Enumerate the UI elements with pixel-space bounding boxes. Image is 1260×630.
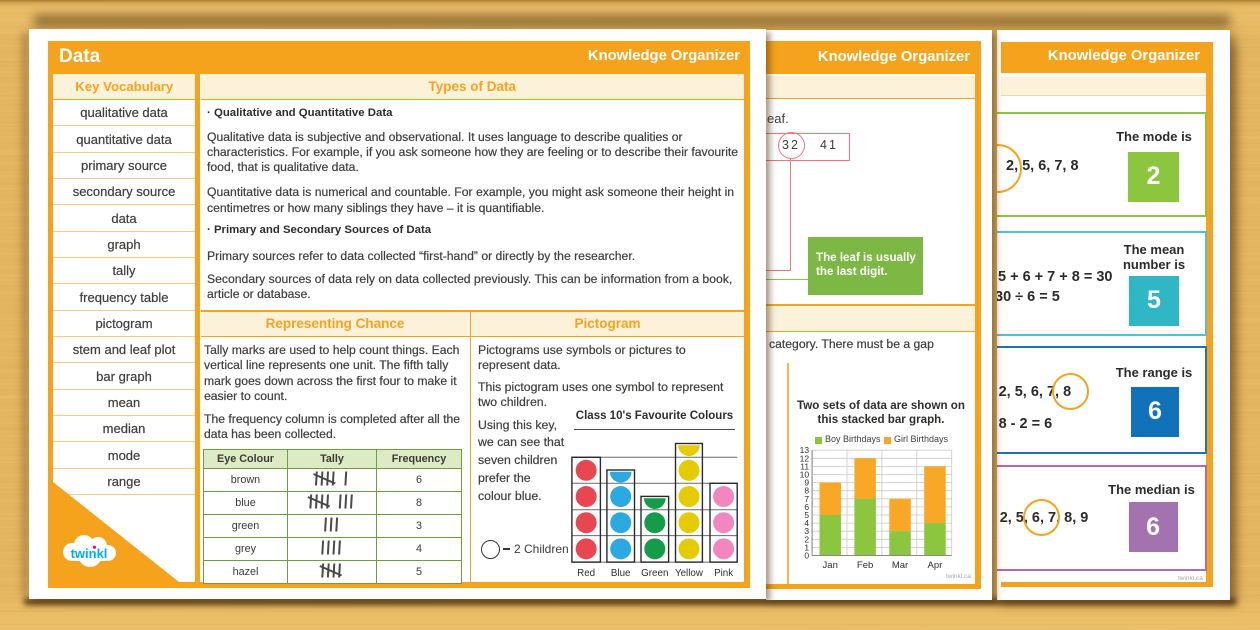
svg-text:Feb: Feb [857,560,873,571]
svg-text:0: 0 [804,551,809,561]
svg-text:Pink: Pink [714,568,733,579]
svg-text:7: 7 [804,494,809,504]
svg-text:6: 6 [804,502,809,512]
svg-text:2: 2 [804,534,809,544]
svg-text:5: 5 [804,510,809,520]
svg-text:Apr: Apr [928,560,943,571]
svg-text:1: 1 [804,542,809,552]
svg-text:8: 8 [804,486,809,496]
svg-text:9: 9 [804,478,809,488]
svg-text:Mar: Mar [892,560,908,571]
svg-text:12: 12 [800,453,810,463]
svg-text:Red: Red [577,568,595,579]
svg-text:3: 3 [804,526,809,536]
svg-text:Jan: Jan [823,560,838,571]
svg-text:Yellow: Yellow [675,568,704,579]
svg-text:twinkl: twinkl [71,546,108,561]
svg-text:4: 4 [804,518,809,528]
svg-text:Blue: Blue [611,568,631,579]
svg-text:10: 10 [800,470,810,480]
svg-text:13: 13 [800,445,810,455]
svg-text:11: 11 [800,461,809,471]
svg-text:Green: Green [641,568,668,579]
